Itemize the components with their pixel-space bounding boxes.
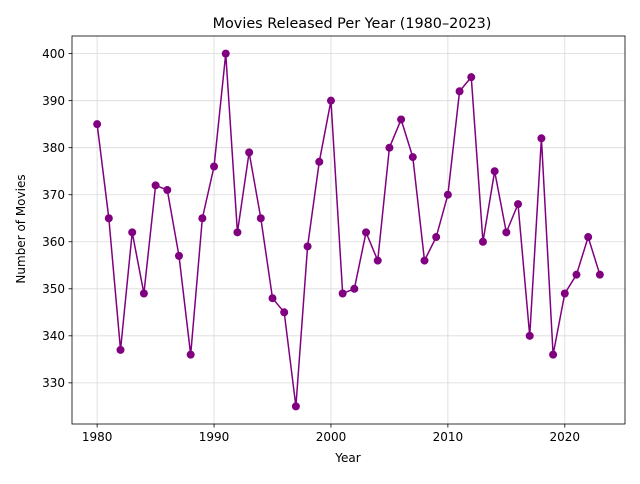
data-point — [210, 162, 219, 171]
data-point — [326, 96, 335, 105]
data-point — [174, 251, 183, 260]
data-point — [233, 228, 242, 237]
data-point — [373, 256, 382, 265]
data-point — [338, 289, 347, 298]
data-point — [139, 289, 148, 298]
y-tick-label: 340 — [42, 329, 65, 343]
data-point — [245, 148, 254, 157]
y-axis-label: Number of Movies — [14, 174, 28, 283]
data-point — [93, 120, 102, 129]
x-tick-label: 2000 — [316, 430, 347, 444]
x-tick-label: 2020 — [550, 430, 581, 444]
data-point — [362, 228, 371, 237]
data-point — [350, 284, 359, 293]
data-point — [256, 214, 265, 223]
data-point — [537, 134, 546, 143]
series-layer — [93, 49, 604, 411]
data-point — [432, 233, 441, 242]
data-point — [549, 350, 558, 359]
x-tick-label: 1990 — [199, 430, 230, 444]
data-point — [502, 228, 511, 237]
data-point — [291, 402, 300, 411]
data-point — [303, 242, 312, 251]
y-tick-label: 350 — [42, 282, 65, 296]
data-point — [104, 214, 113, 223]
data-point — [408, 153, 417, 162]
data-point — [198, 214, 207, 223]
x-tick-label: 2010 — [433, 430, 464, 444]
data-point — [560, 289, 569, 298]
data-point — [397, 115, 406, 124]
axes: 1980 1990 2000 2010 2020 330 340 350 360 370 380 39… — [42, 35, 626, 444]
data-point — [490, 167, 499, 176]
plot-frame — [71, 35, 626, 425]
data-point — [572, 270, 581, 279]
data-point — [315, 157, 324, 166]
chart-title: Movies Released Per Year (1980–2023) — [213, 16, 492, 32]
data-point — [525, 331, 534, 340]
data-point — [128, 228, 137, 237]
gridlines — [72, 36, 625, 424]
data-point — [595, 270, 604, 279]
data-point — [385, 143, 394, 152]
y-tick-label: 330 — [42, 376, 65, 390]
data-point — [116, 345, 125, 354]
y-tick-label: 380 — [42, 141, 65, 155]
y-tick-label: 390 — [42, 94, 65, 108]
data-point — [478, 237, 487, 246]
x-tick-label: 1980 — [82, 430, 113, 444]
series-line — [96, 52, 601, 408]
data-point — [221, 49, 230, 58]
data-point — [584, 233, 593, 242]
data-point — [280, 308, 289, 317]
y-tick-label: 400 — [42, 47, 65, 61]
data-point — [268, 294, 277, 303]
data-point — [151, 181, 160, 190]
data-point — [186, 350, 195, 359]
data-point — [443, 190, 452, 199]
data-point — [163, 186, 172, 195]
data-point — [420, 256, 429, 265]
y-tick-label: 360 — [42, 235, 65, 249]
data-point — [514, 200, 523, 209]
y-tick-label: 370 — [42, 188, 65, 202]
data-point — [455, 87, 464, 96]
data-point — [467, 73, 476, 82]
x-axis-label: Year — [334, 451, 360, 465]
